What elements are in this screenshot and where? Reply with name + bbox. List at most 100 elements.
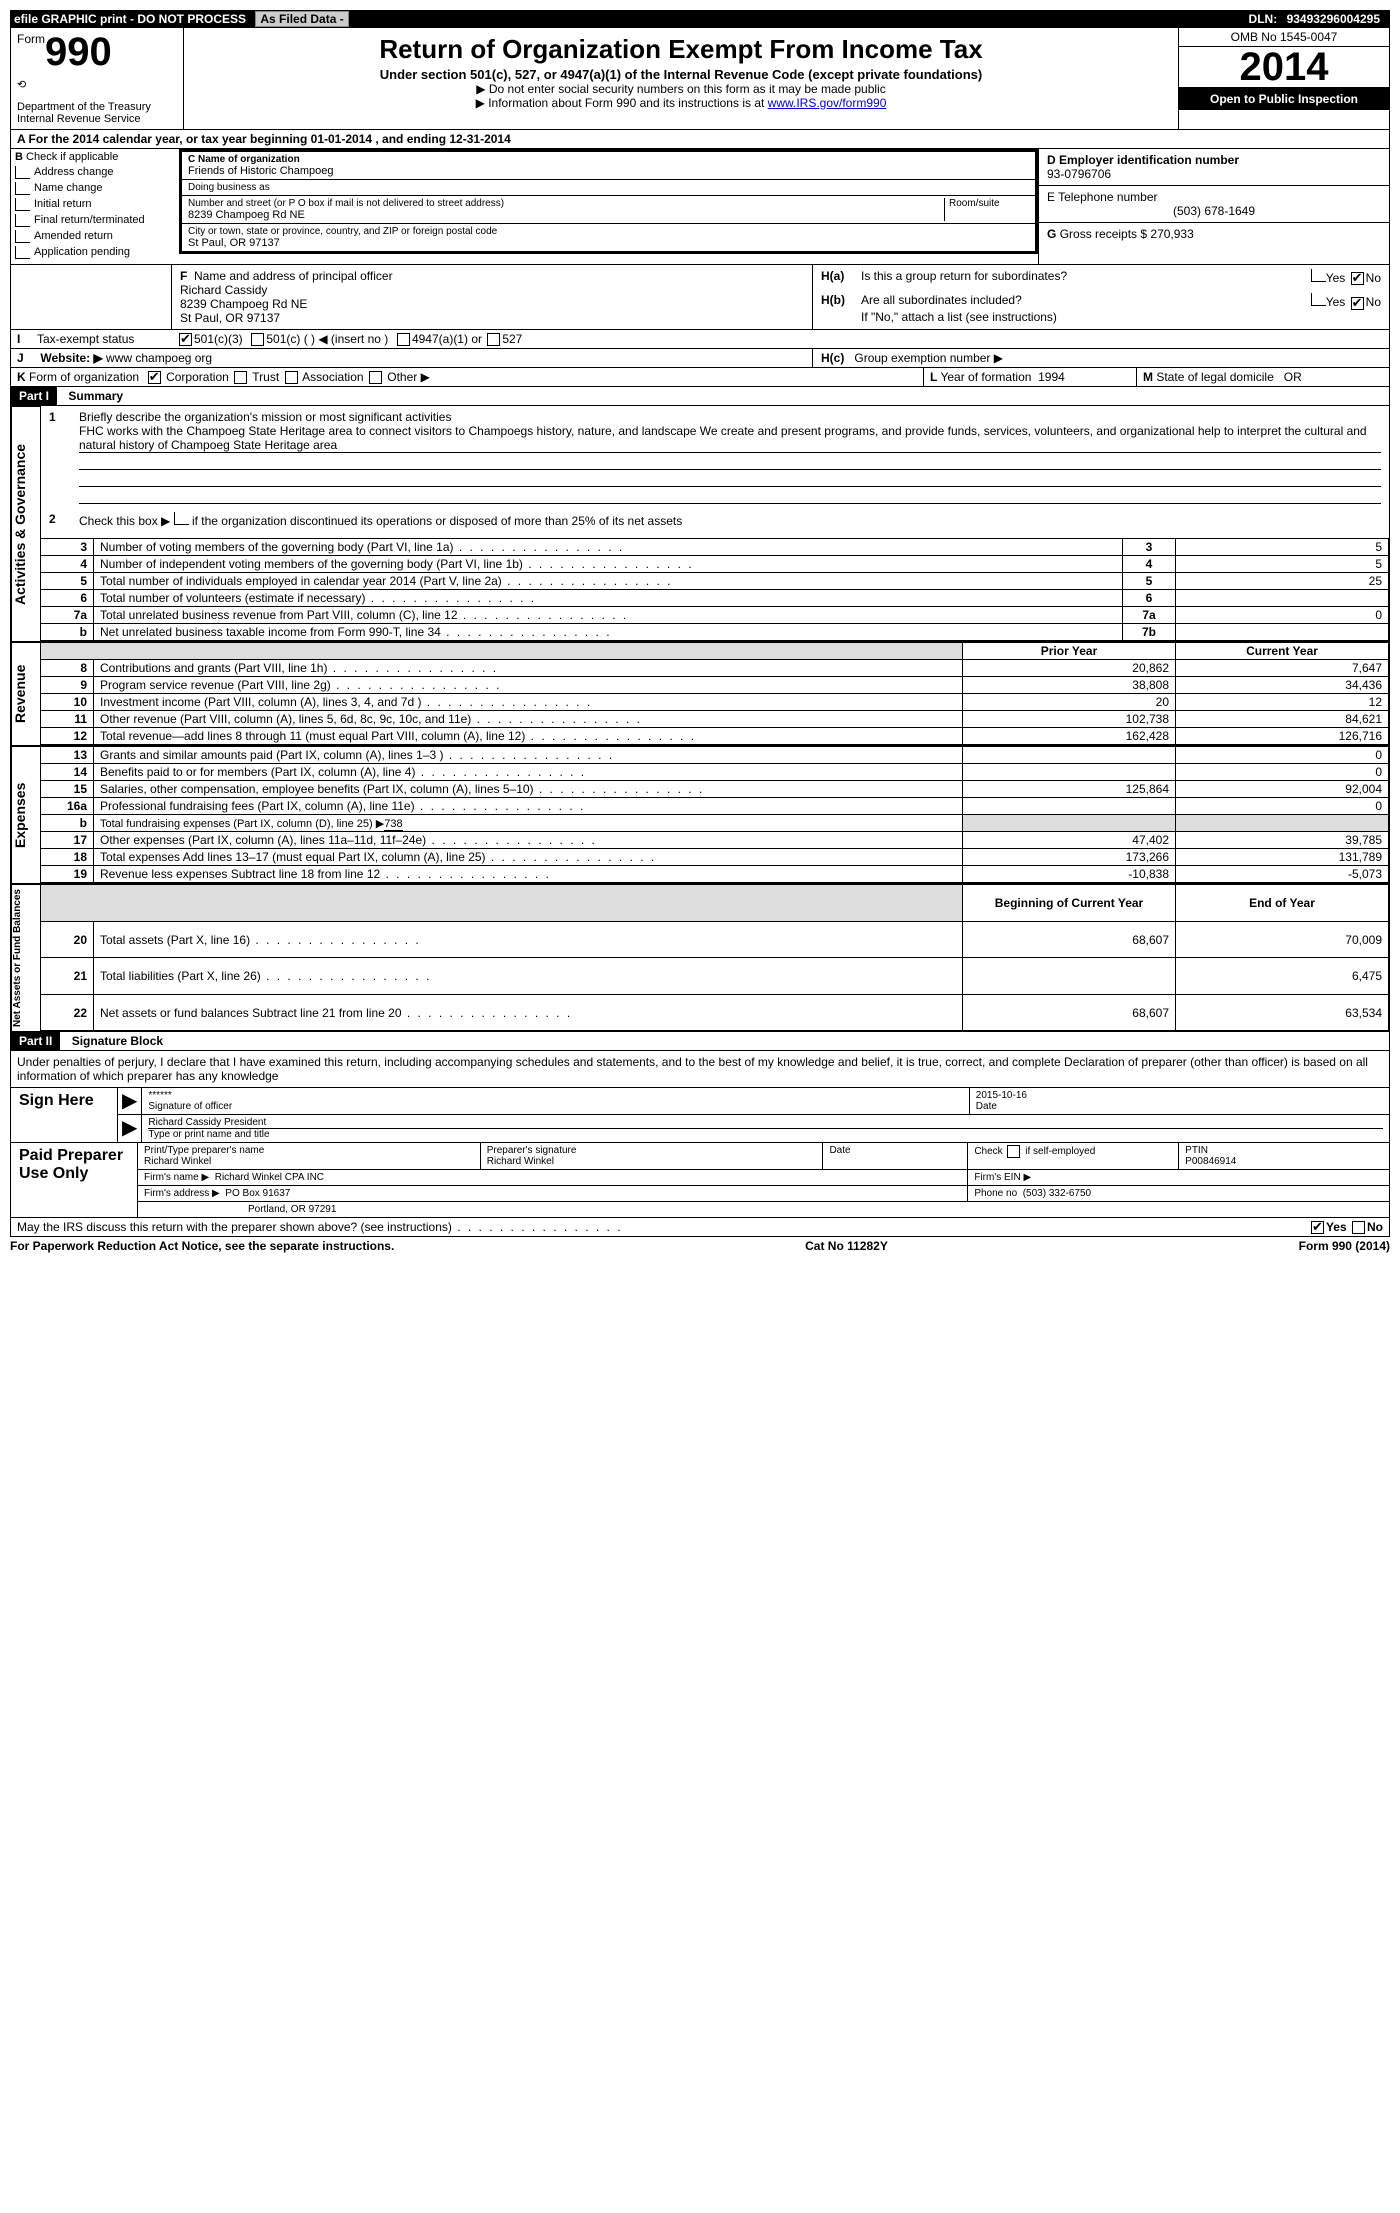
assoc-checkbox[interactable]: [285, 371, 298, 384]
ha-no-checkbox[interactable]: [1351, 272, 1364, 285]
table-row: 15 Salaries, other compensation, employe…: [41, 781, 1389, 798]
app-pending-checkbox[interactable]: [15, 246, 30, 259]
address-change-checkbox[interactable]: [15, 166, 30, 179]
footer-left: For Paperwork Reduction Act Notice, see …: [10, 1239, 394, 1253]
sign-stars: ******: [148, 1090, 962, 1101]
sign-arrow2-icon: ▶: [118, 1115, 142, 1142]
501c3-checkbox[interactable]: [179, 333, 192, 346]
table-row: 3 Number of voting members of the govern…: [41, 539, 1389, 556]
domicile-value: OR: [1284, 370, 1302, 384]
address-change-label: Address change: [34, 166, 114, 178]
part2-subtitle: Signature Block: [64, 1034, 163, 1048]
footer-mid: Cat No 11282Y: [805, 1239, 888, 1253]
table-header-row: Prior Year Current Year: [41, 643, 1389, 660]
initial-return-checkbox[interactable]: [15, 198, 30, 211]
officer-print-name: Richard Cassidy President: [148, 1117, 1383, 1129]
i-label: I: [17, 332, 37, 346]
q2-checkbox[interactable]: [174, 512, 189, 525]
page-footer: For Paperwork Reduction Act Notice, see …: [10, 1237, 1390, 1255]
sig-of-officer-label: Signature of officer: [148, 1101, 962, 1112]
discuss-text: May the IRS discuss this return with the…: [17, 1220, 452, 1234]
e-label: E Telephone number: [1047, 190, 1381, 204]
trust-checkbox[interactable]: [234, 371, 247, 384]
ha-label: H(a): [821, 269, 861, 285]
ptin-value: P00846914: [1185, 1156, 1383, 1167]
prep-name: Richard Winkel: [144, 1156, 474, 1167]
name-change-checkbox[interactable]: [15, 182, 30, 195]
inspection-label: Open to Public Inspection: [1179, 88, 1389, 110]
prep-sig: Richard Winkel: [487, 1156, 817, 1167]
form-title: Return of Organization Exempt From Incom…: [204, 34, 1158, 65]
i-text: Tax-exempt status: [37, 332, 177, 346]
net-assets-section: Net Assets or Fund Balances Beginning of…: [10, 884, 1390, 1032]
discuss-no-checkbox[interactable]: [1352, 1221, 1365, 1234]
phone-label: Phone no: [974, 1188, 1017, 1199]
form-label: Form: [17, 32, 45, 46]
amended-return-checkbox[interactable]: [15, 230, 30, 243]
l-text: Year of formation: [940, 370, 1031, 384]
table-row: 4 Number of independent voting members o…: [41, 556, 1389, 573]
527-checkbox[interactable]: [487, 333, 500, 346]
dept2: Internal Revenue Service: [17, 113, 177, 125]
officer-addr2: St Paul, OR 97137: [180, 311, 804, 325]
info-text: ▶ Information about Form 990 and its ins…: [476, 96, 768, 110]
part2-header: Part II Signature Block: [10, 1032, 1390, 1051]
firm-addr-label: Firm's address ▶: [144, 1188, 220, 1199]
table-row: 17 Other expenses (Part IX, column (A), …: [41, 832, 1389, 849]
hc-label: H(c): [821, 351, 844, 365]
firm-ein-label: Firm's EIN ▶: [974, 1172, 1031, 1183]
firm-name: Richard Winkel CPA INC: [215, 1172, 324, 1183]
self-employed-checkbox[interactable]: [1007, 1145, 1020, 1158]
q2-num: 2: [49, 512, 79, 528]
ha-yes-checkbox[interactable]: [1311, 269, 1326, 282]
revenue-table: Prior Year Current Year8 Contributions a…: [41, 642, 1389, 745]
b-label: B: [15, 151, 23, 163]
org-info-section: B Check if applicable Address change Nam…: [10, 149, 1390, 265]
hb-no-checkbox[interactable]: [1351, 297, 1364, 310]
sign-date: 2015-10-16: [976, 1090, 1383, 1101]
footer-right: Form 990 (2014): [1299, 1239, 1390, 1253]
city-value: St Paul, OR 97137: [188, 237, 1029, 249]
corp-checkbox[interactable]: [148, 371, 161, 384]
table-row: b Net unrelated business taxable income …: [41, 624, 1389, 641]
expenses-label: Expenses: [11, 746, 41, 883]
gross-receipts-label: Gross receipts $: [1060, 227, 1147, 241]
501c-checkbox[interactable]: [251, 333, 264, 346]
k-label: K: [17, 370, 26, 384]
hb-yes-checkbox[interactable]: [1311, 293, 1326, 306]
ssn-warning: ▶ Do not enter social security numbers o…: [204, 82, 1158, 96]
other-checkbox[interactable]: [369, 371, 382, 384]
gross-receipts-value: 270,933: [1150, 227, 1193, 241]
dln-value: 93493296004295: [1287, 12, 1380, 26]
hb-text: Are all subordinates included?: [861, 293, 1311, 309]
table-row: 8 Contributions and grants (Part VIII, l…: [41, 660, 1389, 677]
ha-text: Is this a group return for subordinates?: [861, 269, 1311, 285]
addr-label: Number and street (or P O box if mail is…: [188, 198, 944, 209]
discuss-yes-checkbox[interactable]: [1311, 1221, 1324, 1234]
table-header-row: Beginning of Current Year End of Year: [41, 885, 1389, 922]
ag-table: 3 Number of voting members of the govern…: [41, 538, 1389, 641]
expenses-table: 13 Grants and similar amounts paid (Part…: [41, 746, 1389, 883]
l-label: L: [930, 370, 937, 384]
officer-addr1: 8239 Champoeg Rd NE: [180, 297, 804, 311]
final-return-checkbox[interactable]: [15, 214, 30, 227]
4947-checkbox[interactable]: [397, 333, 410, 346]
part1-subtitle: Summary: [60, 389, 123, 403]
sign-arrow-icon: ▶: [118, 1088, 142, 1114]
year-formation: 1994: [1038, 370, 1065, 384]
net-assets-label: Net Assets or Fund Balances: [11, 884, 41, 1031]
city-label: City or town, state or province, country…: [188, 226, 1029, 237]
line-klm: K Form of organization Corporation Trust…: [10, 368, 1390, 387]
addr-value: 8239 Champoeg Rd NE: [188, 209, 944, 221]
irs-link[interactable]: www.IRS.gov/form990: [768, 96, 887, 110]
top-bar: efile GRAPHIC print - DO NOT PROCESS As …: [10, 10, 1390, 28]
table-row: 6 Total number of volunteers (estimate i…: [41, 590, 1389, 607]
table-row: 20 Total assets (Part X, line 16) 68,607…: [41, 921, 1389, 958]
room-label: Room/suite: [949, 198, 1029, 209]
hb-label: H(b): [821, 293, 861, 309]
firm-addr1: PO Box 91637: [225, 1188, 290, 1199]
table-row: 11 Other revenue (Part VIII, column (A),…: [41, 711, 1389, 728]
revenue-label: Revenue: [11, 642, 41, 745]
officer-name: Richard Cassidy: [180, 283, 804, 297]
b-check: Check if applicable: [26, 151, 118, 163]
